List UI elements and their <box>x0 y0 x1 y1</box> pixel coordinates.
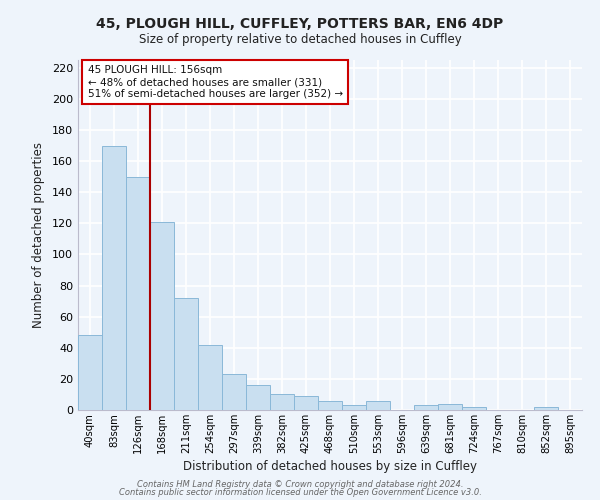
Bar <box>318 400 342 410</box>
Bar <box>534 407 558 410</box>
Bar <box>78 336 102 410</box>
Bar <box>342 406 366 410</box>
Text: Contains HM Land Registry data © Crown copyright and database right 2024.: Contains HM Land Registry data © Crown c… <box>137 480 463 489</box>
Text: 45, PLOUGH HILL, CUFFLEY, POTTERS BAR, EN6 4DP: 45, PLOUGH HILL, CUFFLEY, POTTERS BAR, E… <box>97 18 503 32</box>
Y-axis label: Number of detached properties: Number of detached properties <box>32 142 45 328</box>
Bar <box>270 394 294 410</box>
Text: Contains public sector information licensed under the Open Government Licence v3: Contains public sector information licen… <box>119 488 481 497</box>
Bar <box>222 374 246 410</box>
Bar <box>438 404 462 410</box>
Bar <box>414 406 438 410</box>
Bar <box>462 407 486 410</box>
X-axis label: Distribution of detached houses by size in Cuffley: Distribution of detached houses by size … <box>183 460 477 473</box>
Text: Size of property relative to detached houses in Cuffley: Size of property relative to detached ho… <box>139 32 461 46</box>
Bar <box>150 222 174 410</box>
Bar <box>198 344 222 410</box>
Bar <box>366 400 390 410</box>
Text: 45 PLOUGH HILL: 156sqm
← 48% of detached houses are smaller (331)
51% of semi-de: 45 PLOUGH HILL: 156sqm ← 48% of detached… <box>88 66 343 98</box>
Bar <box>174 298 198 410</box>
Bar <box>126 176 150 410</box>
Bar <box>294 396 318 410</box>
Bar <box>246 385 270 410</box>
Bar <box>102 146 126 410</box>
